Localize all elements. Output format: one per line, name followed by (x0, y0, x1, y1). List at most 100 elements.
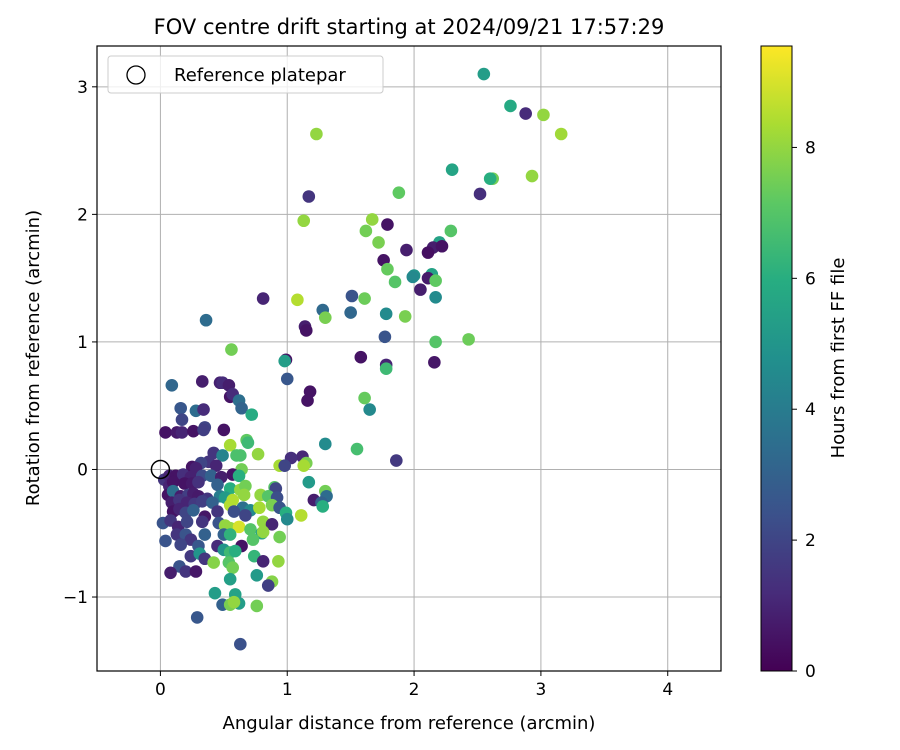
data-point (345, 289, 359, 303)
data-point (207, 556, 220, 569)
data-point (297, 459, 311, 472)
data-point (302, 190, 316, 203)
data-point (294, 509, 308, 522)
data-point (354, 350, 368, 364)
data-point (250, 569, 264, 582)
data-point (302, 475, 316, 489)
data-point (246, 533, 260, 546)
data-point (170, 528, 184, 541)
data-point (197, 423, 210, 437)
data-point (239, 509, 252, 522)
data-point (204, 469, 218, 483)
data-point (444, 224, 458, 238)
colorbar-label: Hours from first FF file (828, 258, 849, 459)
x-tick-label: 4 (662, 680, 673, 700)
data-point (261, 579, 275, 592)
y-tick-label: 3 (77, 78, 88, 98)
data-point (223, 438, 237, 452)
data-point (280, 512, 294, 526)
data-point (223, 572, 237, 586)
data-point (241, 436, 255, 449)
colorbar-gradient (760, 45, 793, 672)
data-point (379, 307, 393, 321)
data-point (445, 163, 459, 177)
data-point (365, 213, 379, 226)
data-point (256, 292, 270, 305)
data-point (232, 520, 246, 534)
data-point (299, 324, 313, 337)
data-point (227, 505, 241, 518)
data-point (350, 442, 364, 456)
y-tick-label: 1 (77, 333, 88, 353)
data-point (187, 424, 200, 438)
data-point (537, 108, 550, 122)
data-point (256, 555, 270, 568)
data-point (316, 500, 330, 513)
data-point (225, 343, 238, 356)
data-point (398, 310, 412, 323)
data-point (192, 475, 205, 489)
data-point (166, 475, 180, 489)
data-point (195, 495, 209, 508)
reference-marker (150, 459, 171, 480)
data-points (150, 67, 568, 651)
colorbar-tick-label: 6 (805, 269, 816, 289)
data-point (473, 187, 487, 201)
data-point (344, 306, 357, 319)
data-point (379, 362, 393, 376)
data-point (159, 426, 172, 439)
data-point (428, 356, 441, 369)
data-point (226, 561, 240, 574)
legend-label: Reference platepar (174, 65, 346, 86)
data-point (217, 423, 231, 437)
data-point (187, 503, 200, 517)
data-point (245, 408, 259, 421)
data-point (159, 534, 172, 548)
data-point (301, 394, 314, 407)
data-point (253, 501, 266, 515)
data-point (209, 459, 223, 472)
x-tick-label: 3 (535, 680, 546, 700)
data-point (199, 313, 213, 327)
x-tick-label: 0 (155, 680, 166, 700)
data-point (388, 275, 402, 289)
data-point (234, 637, 247, 651)
data-point (421, 246, 435, 259)
data-point (554, 127, 568, 141)
legend-box (107, 55, 384, 94)
data-point (208, 586, 222, 600)
data-point (280, 372, 294, 386)
data-point (483, 172, 497, 185)
data-point (358, 391, 371, 405)
data-point (378, 330, 392, 344)
data-point (180, 515, 194, 529)
data-point (175, 413, 189, 427)
data-point (174, 538, 188, 552)
data-point (272, 555, 285, 568)
data-point (477, 67, 491, 81)
data-point (392, 186, 406, 199)
data-point (165, 378, 179, 392)
x-tick-label: 2 (409, 680, 420, 700)
colorbar: 0 2 4 6 8 Hours from first FF file (760, 45, 849, 682)
data-point (429, 290, 442, 304)
colorbar-tick-label: 0 (805, 662, 816, 682)
data-point (291, 293, 304, 307)
colorbar-tick-label: 2 (805, 531, 816, 551)
chart-title: FOV centre drift starting at 2024/09/21 … (154, 15, 665, 39)
data-point (519, 107, 532, 120)
data-point (359, 224, 373, 238)
data-point (265, 518, 279, 531)
data-point (228, 544, 242, 558)
data-point (179, 565, 193, 578)
data-point (195, 375, 209, 388)
legend: Reference platepar (107, 55, 384, 94)
data-point (381, 218, 394, 231)
data-point (223, 528, 237, 541)
data-point (429, 335, 442, 349)
data-point (190, 611, 204, 624)
data-point (175, 426, 189, 439)
data-point (195, 515, 209, 529)
